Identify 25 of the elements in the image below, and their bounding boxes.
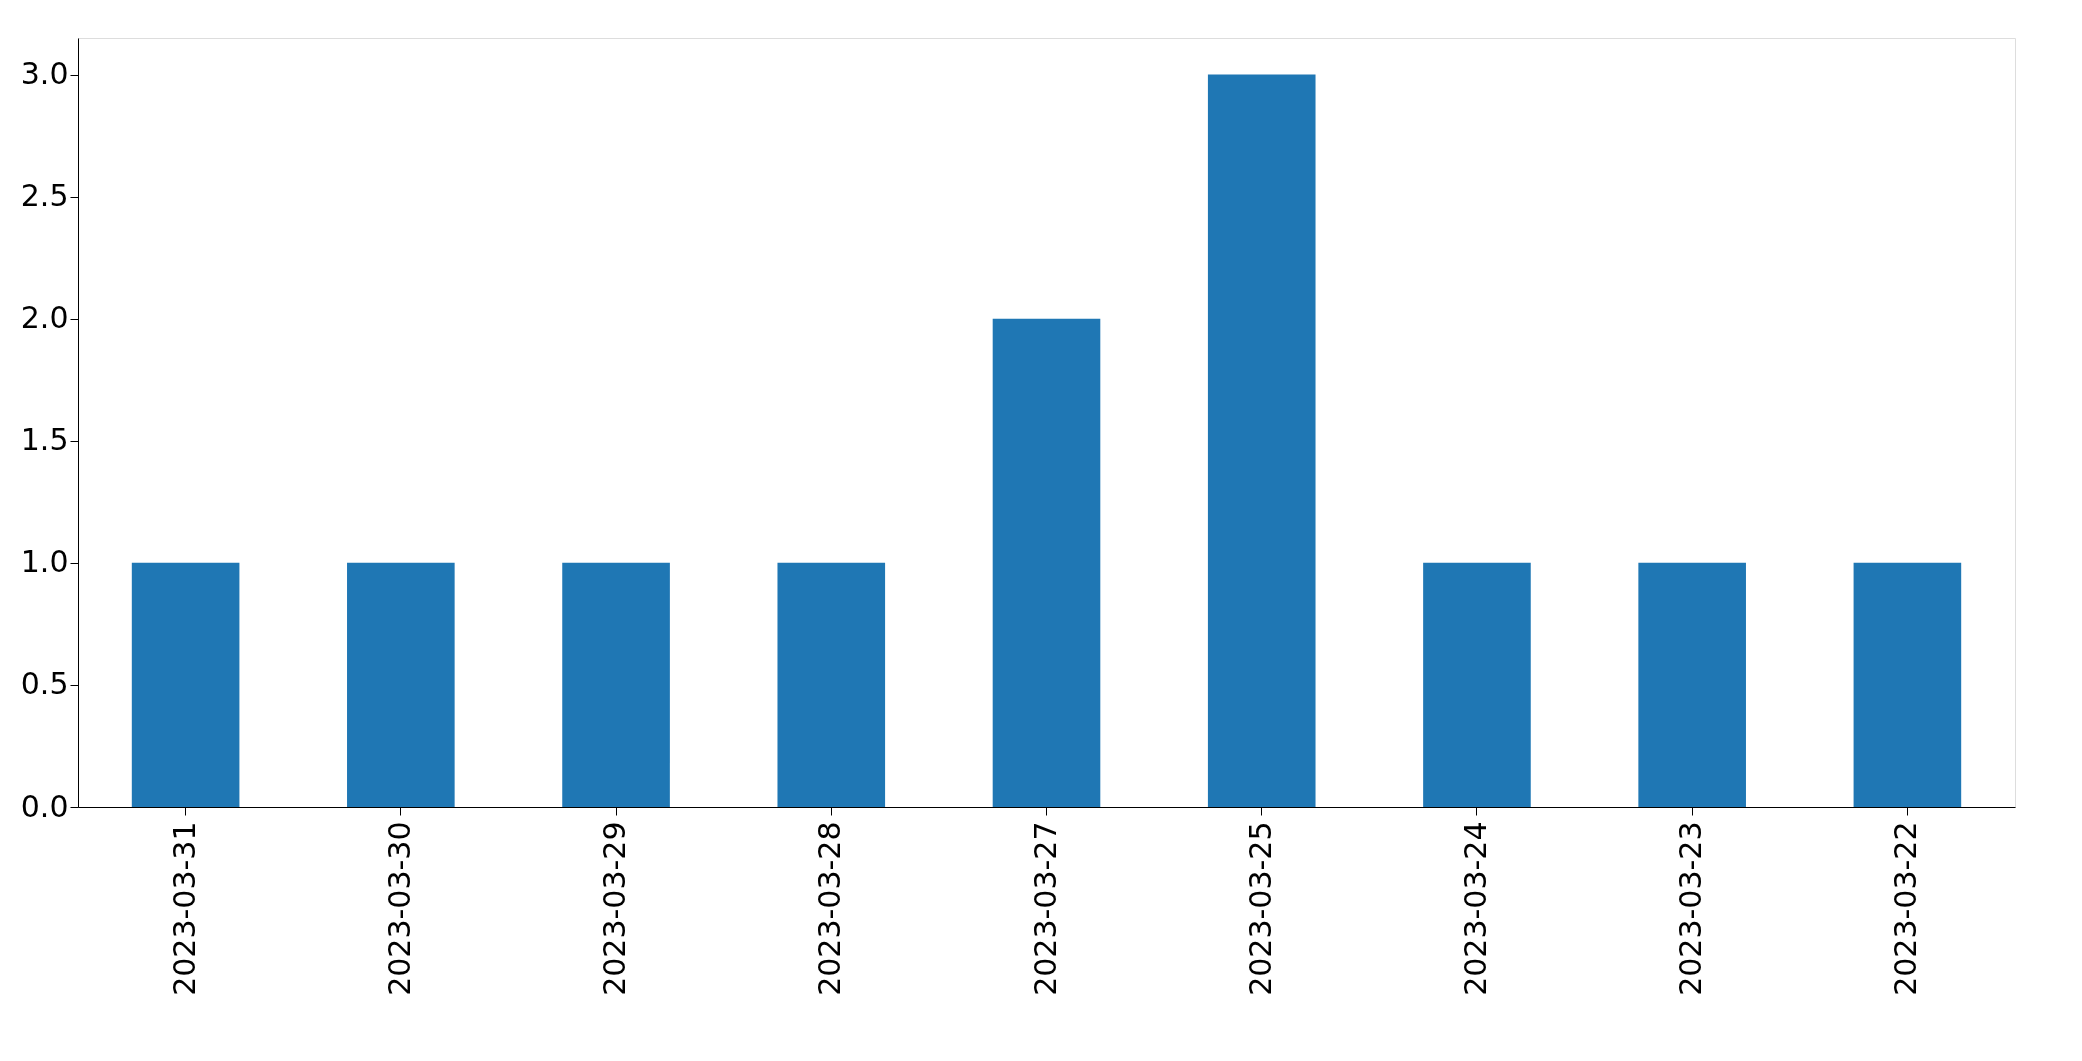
bar — [131, 562, 240, 807]
bar — [1207, 74, 1316, 807]
y-tick-label: 0.5 — [20, 666, 69, 702]
x-tick-label: 2023-03-22 — [1888, 821, 1924, 996]
y-tick-label: 3.0 — [20, 56, 69, 92]
y-tick-label: 1.0 — [20, 544, 69, 580]
bar — [777, 562, 886, 807]
bar — [562, 562, 670, 807]
y-tick-label: 0.0 — [20, 788, 69, 824]
y-tick-label: 2.0 — [20, 300, 69, 336]
x-tick-label: 2023-03-24 — [1457, 821, 1493, 996]
x-tick-label: 2023-03-31 — [166, 821, 202, 996]
x-tick-label: 2023-03-28 — [812, 821, 848, 996]
x-tick-label: 2023-03-23 — [1673, 821, 1709, 996]
x-tick-label: 2023-03-30 — [381, 821, 417, 996]
bar — [992, 318, 1101, 807]
x-tick-label: 2023-03-25 — [1242, 821, 1278, 996]
bar — [1423, 562, 1531, 807]
y-tick-label: 2.5 — [20, 178, 69, 214]
bar — [1638, 562, 1746, 807]
x-tick-label: 2023-03-27 — [1027, 821, 1063, 996]
bar — [1853, 562, 1962, 807]
bar — [347, 562, 455, 807]
x-tick-label: 2023-03-29 — [597, 821, 633, 996]
y-tick-label: 1.5 — [20, 422, 69, 458]
